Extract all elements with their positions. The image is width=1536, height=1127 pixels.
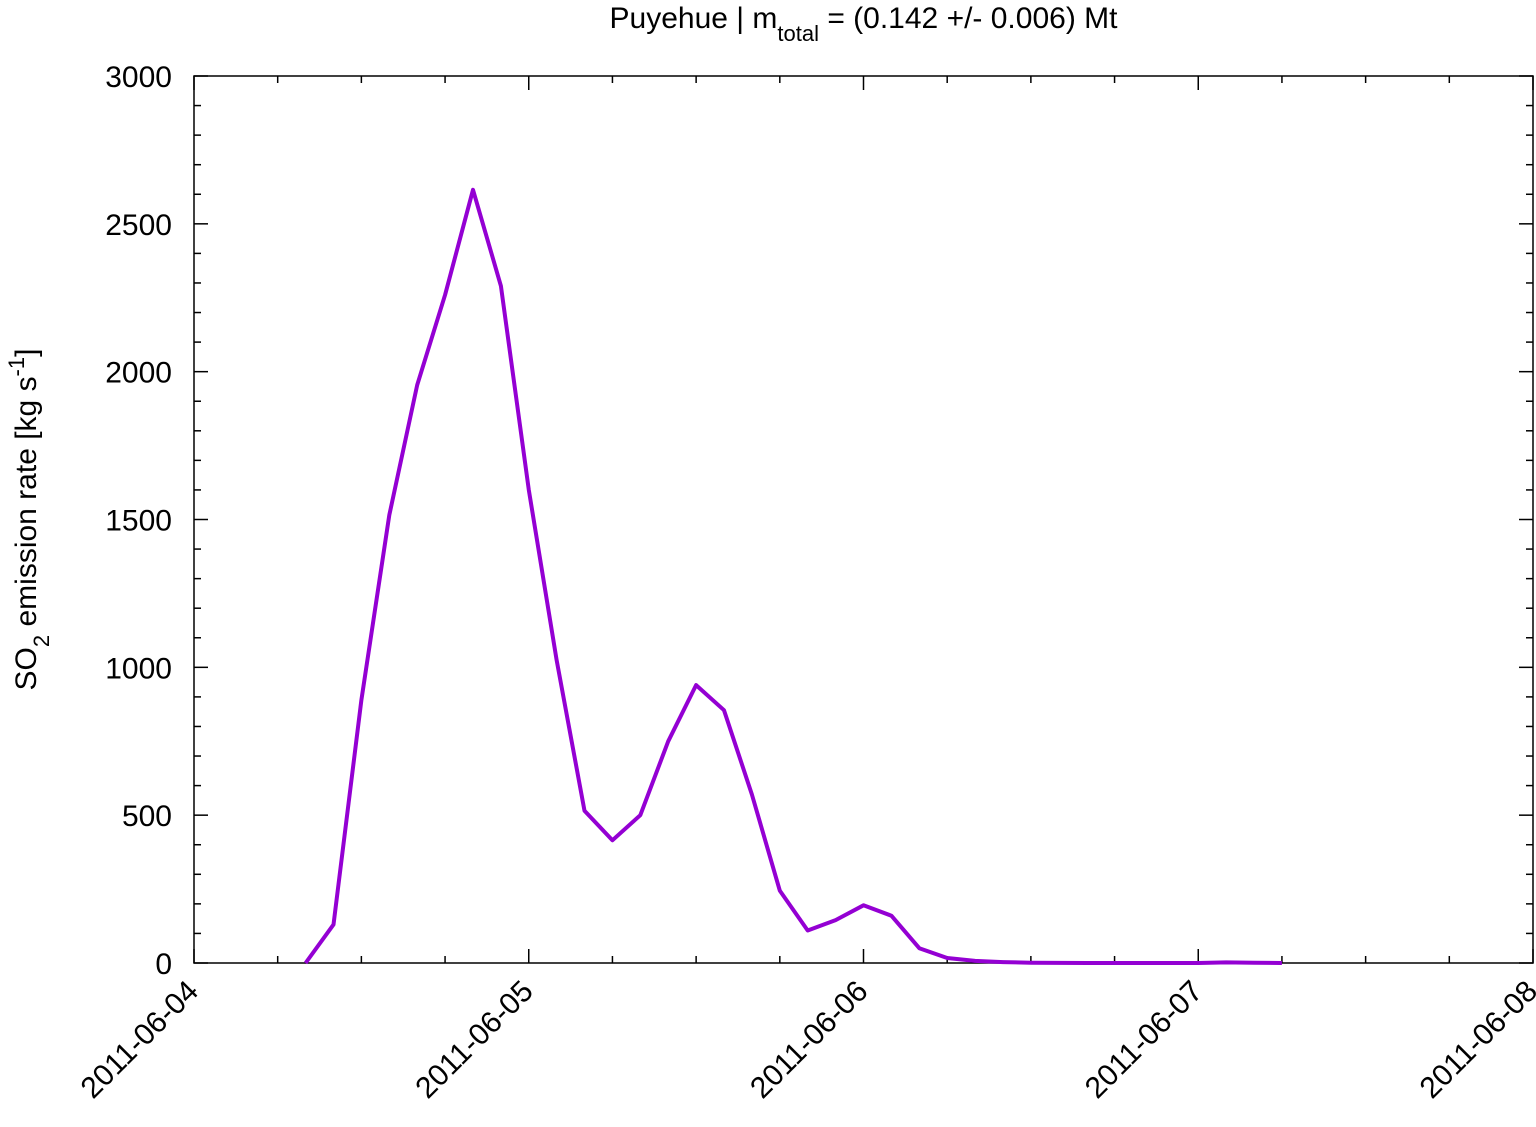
y-tick-label: 3000 xyxy=(105,61,172,94)
y-tick-label: 1500 xyxy=(105,505,172,538)
chart-title-part: Puyehue | m xyxy=(610,2,778,35)
y-tick-label: 0 xyxy=(155,948,172,981)
data-line xyxy=(303,187,1282,965)
y-axis-label-part: ] xyxy=(10,349,43,357)
plot-frame xyxy=(193,75,1534,964)
y-tick-label: 2000 xyxy=(105,357,172,390)
y-axis-label: SO2 emission rate [kg s-1] xyxy=(4,349,54,691)
x-tick-label: 2011-06-07 xyxy=(1079,975,1209,1105)
y-axis-label-part: -1 xyxy=(4,357,29,377)
x-tick-label: 2011-06-04 xyxy=(75,975,205,1105)
y-tick-label: 1000 xyxy=(105,652,172,685)
chart-title-part: = (0.142 +/- 0.006) Mt xyxy=(819,2,1118,35)
x-tick-label: 2011-06-05 xyxy=(409,975,539,1105)
x-tick-label: 2011-06-06 xyxy=(744,975,874,1105)
x-tick-label: 2011-06-08 xyxy=(1414,975,1536,1105)
y-axis-label-part: emission rate [kg s xyxy=(10,376,43,634)
y-axis-label-part: SO xyxy=(10,647,43,690)
y-axis-label-part: 2 xyxy=(29,635,54,647)
y-tick-label: 500 xyxy=(122,800,172,833)
y-tick-label: 2500 xyxy=(105,209,172,242)
chart-title-part: total xyxy=(777,21,819,46)
chart-title: Puyehue | mtotal = (0.142 +/- 0.006) Mt xyxy=(610,2,1119,46)
